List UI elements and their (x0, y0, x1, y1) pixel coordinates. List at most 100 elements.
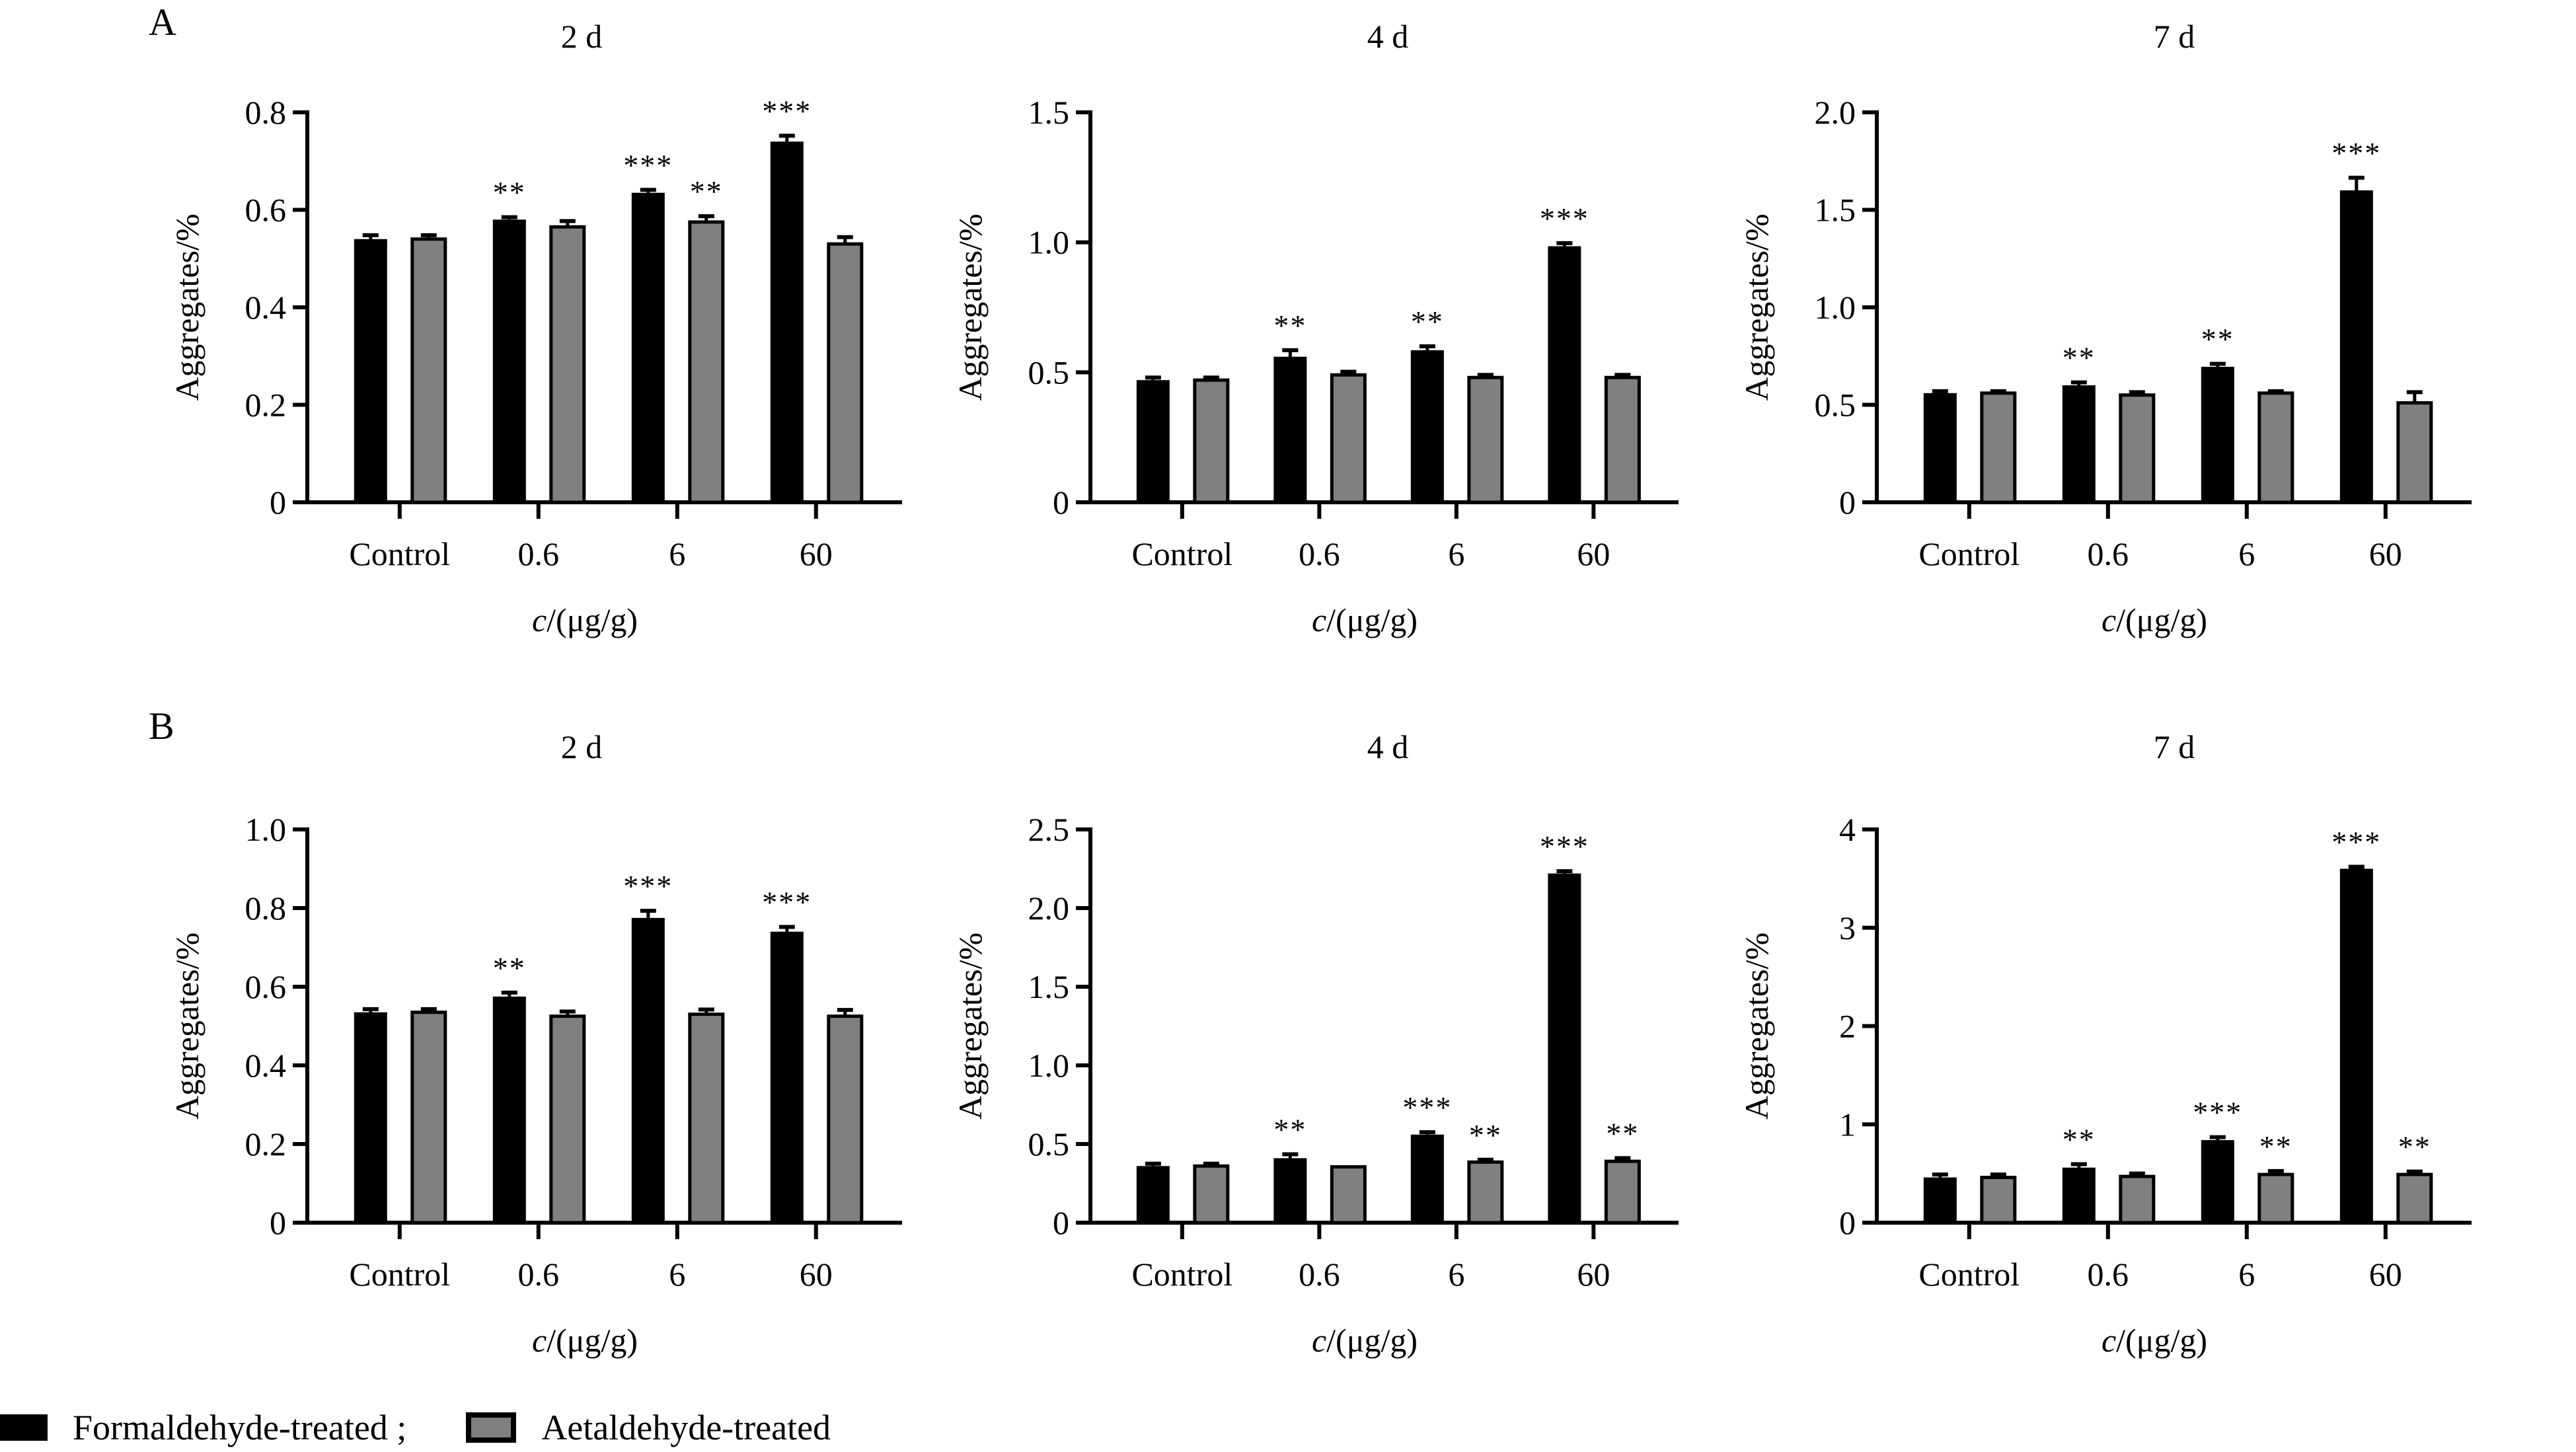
panel-b-4d-xtick-label: 6 (1448, 1256, 1464, 1293)
panel-a-7d-bar-formaldehyde (2339, 190, 2373, 502)
panel-a-7d-ytick-label: 2.0 (1815, 94, 1856, 131)
panel-a-7d-ytick-label: 1.0 (1815, 289, 1856, 326)
panel-b-7d-significance: ** (2259, 1129, 2292, 1163)
panel-b-7d-bar-formaldehyde (1923, 1177, 1957, 1223)
panel-b-2d-xtick-label: 60 (800, 1256, 833, 1293)
panel-b-4d-bar-formaldehyde (1548, 873, 1581, 1223)
panel-a-4d-title: 4 d (1367, 18, 1409, 55)
panel-a-7d-title: 7 d (2154, 18, 2195, 55)
panel-a-7d-bar-formaldehyde (1923, 393, 1957, 502)
panel-b-4d-significance: *** (1540, 829, 1589, 863)
panel-a-2d-ylabel: Aggregates/% (169, 213, 206, 401)
legend-item-formaldehyde: Formaldehyde-treated ; (0, 1407, 406, 1448)
panel-b-7d-ytick-label: 3 (1839, 909, 1856, 946)
panel-b-4d-bar-formaldehyde (1410, 1134, 1444, 1223)
panel-b-4d-bar-acetaldehyde (1193, 1164, 1230, 1225)
panel-b-7d-xtick-label: 60 (2369, 1256, 2402, 1293)
panel-b-4d-ytick-label: 1.5 (1028, 968, 1070, 1005)
panel-a-2d-title: 2 d (561, 18, 603, 55)
panel-b-2d-bar-formaldehyde (492, 996, 526, 1223)
panel-b-4d-bar-formaldehyde (1273, 1158, 1307, 1223)
panel-b-4d-bar-acetaldehyde (1604, 1159, 1641, 1225)
panel-b-2d-xlabel: c/(μg/g) (532, 1322, 638, 1359)
panel-b-7d-bar-formaldehyde (2062, 1167, 2096, 1223)
panel-b-4d-xtick-label: 60 (1577, 1256, 1610, 1293)
panel-b-2d-ytick-label: 0.6 (245, 968, 287, 1005)
panel-b-4d-ytick-label: 2.5 (1028, 811, 1070, 848)
panel-b-4d-xtick-label: Control (1131, 1256, 1232, 1293)
panel-a-2d-bar-acetaldehyde (688, 220, 725, 504)
panel-b-4d-ylabel: Aggregates/% (952, 933, 989, 1120)
panel-a-4d-bar-formaldehyde (1410, 350, 1444, 502)
panel-b-2d-bar-formaldehyde (770, 931, 804, 1223)
legend: Formaldehyde-treated ; Aetaldehyde-treat… (0, 1408, 890, 1447)
panel-b-2d-significance: *** (623, 869, 673, 903)
panel-b-7d-ytick-label: 2 (1839, 1008, 1856, 1045)
panel-a-7d-bar-formaldehyde (2062, 385, 2096, 502)
panel-b-2d-xtick-label: 0.6 (518, 1256, 560, 1293)
panel-a-2d-significance: ** (690, 174, 723, 208)
panel-b-2d-ytick-label: 0 (270, 1204, 286, 1241)
panel-b-7d-xlabel: c/(μg/g) (2102, 1322, 2207, 1359)
panel-a-4d-xtick-label: 60 (1577, 535, 1610, 572)
panel-a-2d-bar-formaldehyde (354, 239, 387, 502)
panel-b-7d-title: 7 d (2154, 728, 2195, 765)
panel-a-2d-ytick-label: 0.6 (245, 192, 287, 229)
panel-a-7d-xtick-label: 0.6 (2088, 535, 2129, 572)
panel-b-7d-xtick-label: 0.6 (2088, 1256, 2129, 1293)
panel-a-7d-ylabel: Aggregates/% (1738, 213, 1775, 401)
panel-b-4d-bar-acetaldehyde (1330, 1165, 1367, 1225)
panel-a-4d-xlabel: c/(μg/g) (1312, 601, 1418, 638)
panel-a-2d-bar-formaldehyde (492, 219, 526, 502)
panel-b-2d-ytick-label: 0.8 (245, 890, 287, 927)
legend-item-acetaldehyde: Aetaldehyde-treated (466, 1407, 831, 1448)
panel-b-4d-significance: ** (1606, 1116, 1639, 1150)
panel-b-2d-title: 2 d (561, 728, 603, 765)
panel-b-2d-ytick-label: 0.2 (245, 1126, 287, 1163)
panel-b-7d-bar-acetaldehyde (1980, 1176, 2017, 1225)
panel-b-4d-ytick-label: 1.0 (1028, 1047, 1070, 1084)
panel-a-2d-ytick-label: 0.2 (245, 387, 287, 424)
panel-a-4d-xtick-label: 0.6 (1299, 535, 1340, 572)
panel-b-7d-ytick-label: 0 (1839, 1204, 1856, 1241)
panel-a-2d-bar-acetaldehyde (827, 242, 864, 504)
panel-b-7d-ytick-label: 4 (1839, 811, 1856, 848)
panel-a-4d-bar-acetaldehyde (1467, 375, 1504, 504)
panel-a-4d-bar-formaldehyde (1273, 356, 1307, 502)
panel-a-4d-significance: ** (1273, 309, 1307, 342)
panel-b-7d-ytick-label: 1 (1839, 1106, 1856, 1143)
panel-a-2d-xlabel: c/(μg/g) (532, 601, 638, 638)
panel-a-7d-bar-formaldehyde (2201, 366, 2234, 502)
panel-b-7d-significance: ** (2063, 1122, 2096, 1156)
panel-b-2d-bar-formaldehyde (631, 917, 665, 1223)
panel-a-4d-ytick-label: 0.5 (1028, 354, 1070, 391)
panel-b-7d-ylabel: Aggregates/% (1738, 933, 1775, 1120)
panel-a-2d-bar-formaldehyde (770, 141, 804, 502)
panel-b-4d-ytick-label: 2.0 (1028, 890, 1070, 927)
panel-b-2d-ylabel: Aggregates/% (169, 933, 206, 1120)
panel-b-4d-significance: *** (1402, 1090, 1452, 1124)
panel-b-2d-significance: ** (493, 951, 526, 985)
panel-b-4d-bar-acetaldehyde (1467, 1160, 1504, 1225)
panel-b-2d-bar-acetaldehyde (410, 1011, 447, 1225)
panel-b-2d-ytick-label: 1.0 (245, 811, 287, 848)
panel-a-7d-xtick-label: Control (1918, 535, 2020, 572)
legend-label-acetaldehyde: Aetaldehyde-treated (541, 1408, 831, 1447)
panel-b-7d-bar-acetaldehyde (2396, 1172, 2433, 1225)
panel-a-2d-bar-formaldehyde (631, 192, 665, 502)
panel-b-4d-significance: ** (1469, 1118, 1502, 1152)
panel-a-4d-bar-acetaldehyde (1330, 373, 1367, 504)
panel-a-7d-bar-acetaldehyde (2396, 401, 2433, 504)
legend-label-formaldehyde: Formaldehyde-treated ; (73, 1408, 407, 1447)
panel-b-7d-xtick-label: Control (1918, 1256, 2020, 1293)
panel-b-4d-ytick-label: 0 (1053, 1204, 1069, 1241)
panel-b-7d-bar-acetaldehyde (2257, 1172, 2294, 1225)
panel-b-2d-xtick-label: Control (349, 1256, 450, 1293)
panel-a-7d-bar-acetaldehyde (2257, 391, 2294, 504)
legend-swatch-acetaldehyde (466, 1412, 517, 1443)
panel-a-7d-bar-acetaldehyde (1980, 391, 2017, 504)
panel-b-7d-significance: *** (2331, 825, 2381, 859)
panel-a-2d-ytick-label: 0.8 (245, 94, 287, 131)
panel-a-4d-significance: ** (1411, 305, 1444, 338)
